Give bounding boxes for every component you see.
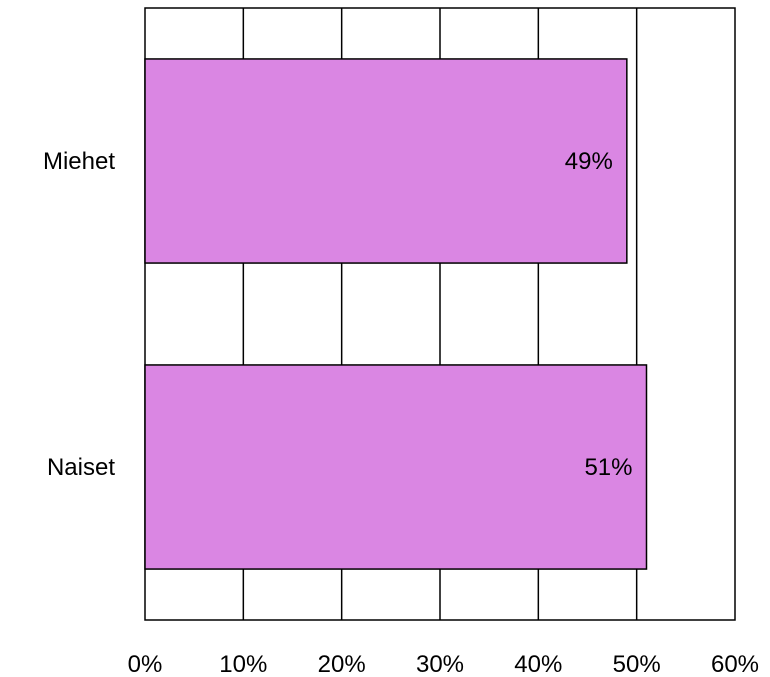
x-tick-label: 60% xyxy=(711,651,759,677)
data-labels: 49% 51% xyxy=(565,148,633,481)
data-label: 51% xyxy=(584,454,632,481)
x-tick-label: 30% xyxy=(416,651,464,677)
x-tick-label: 20% xyxy=(318,651,366,677)
x-axis-tick-labels: 0% 10% 20% 30% 40% 50% 60% xyxy=(128,651,759,677)
category-labels: Miehet Naiset xyxy=(43,148,115,481)
x-tick-label: 0% xyxy=(128,651,163,677)
bars xyxy=(144,58,648,570)
bar-naiset xyxy=(144,364,648,570)
data-label: 49% xyxy=(565,148,613,175)
bar-miehet xyxy=(144,58,628,264)
category-label: Naiset xyxy=(47,454,115,481)
x-tick-label: 50% xyxy=(613,651,661,677)
x-tick-label: 40% xyxy=(514,651,562,677)
x-tick-label: 10% xyxy=(219,651,267,677)
category-label: Miehet xyxy=(43,148,115,175)
